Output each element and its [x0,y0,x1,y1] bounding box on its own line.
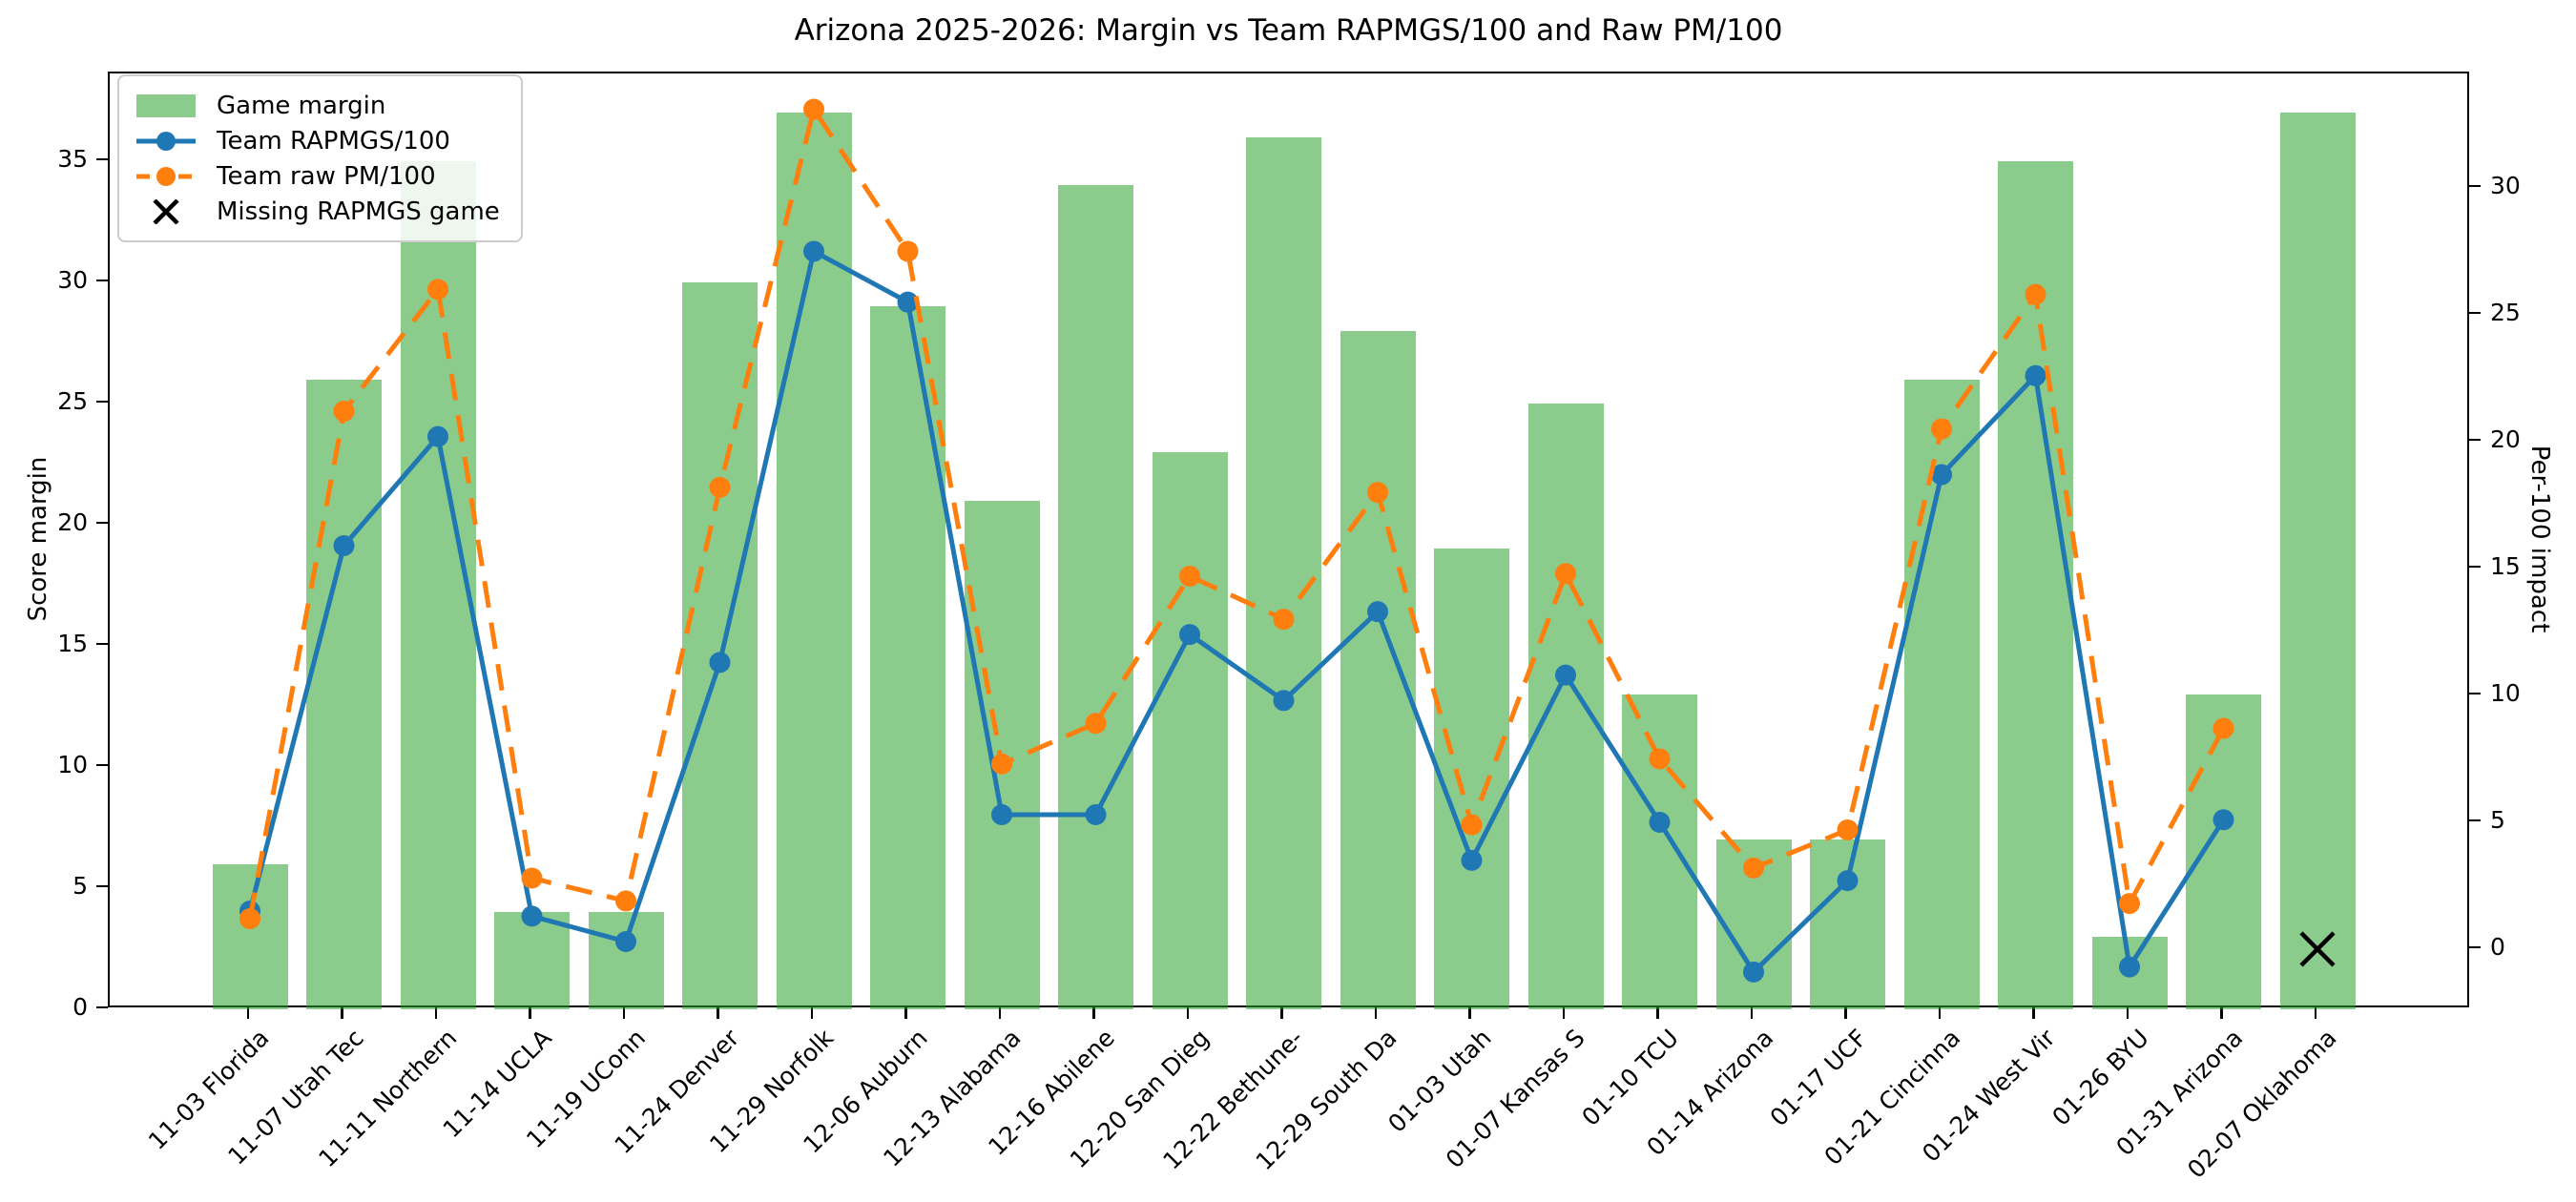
left-tick-label: 5 [73,871,88,900]
right-tick-label: 30 [2490,171,2521,199]
left-tick-label: 15 [57,629,88,657]
bar-12-13 Alabama [964,500,1040,1009]
x-tick-mark [622,1007,626,1019]
bar-01-21 Cincinna [1903,379,1980,1009]
legend-item-raw-pm: Team raw PM/100 [135,158,500,194]
left-tick-label: 20 [57,508,88,536]
x-tick-mark [341,1007,343,1019]
line-dot-swatch-icon [135,129,197,154]
x-tick-mark [1844,1007,1847,1019]
bar-01-26 BYU [2091,936,2168,1009]
right-tick-mark [2469,565,2481,569]
left-tick-label: 0 [73,993,88,1021]
bar-01-07 Kansas S [1527,403,1604,1009]
bar-01-03 Utah [1434,549,1509,1009]
right-tick-label: 10 [2490,678,2521,707]
right-tick-label: 5 [2490,805,2505,834]
x-tick-mark [2314,1007,2317,1019]
right-tick-label: 20 [2490,425,2521,453]
left-tick-mark [96,400,108,404]
left-tick-label: 10 [57,750,88,778]
right-tick-mark [2469,945,2481,949]
x-tick-mark [1562,1007,1566,1019]
bar-12-16 Abilene [1058,185,1133,1009]
bar-11-11 Northern [400,160,476,1009]
bar-01-31 Arizona [2186,694,2261,1009]
x-tick-mark [1468,1007,1471,1019]
right-tick-label: 0 [2490,932,2505,961]
bar-01-10 TCU [1622,694,1697,1009]
left-tick-mark [96,763,108,767]
legend-label: Team RAPMGS/100 [217,126,450,155]
left-tick-mark [96,1005,108,1009]
x-tick-mark [810,1007,814,1019]
legend-item-game-margin: Game margin [135,88,500,123]
bar-11-07 Utah Tec [306,379,382,1009]
left-tick-label: 30 [57,265,88,294]
bar-12-22 Bethune- [1246,136,1321,1009]
right-tick-mark [2469,311,2481,315]
x-tick-mark [434,1007,438,1019]
right-tick-mark [2469,819,2481,822]
x-tick-mark [1374,1007,1378,1019]
right-tick-label: 15 [2490,551,2521,580]
left-tick-label: 35 [57,144,88,173]
bar-12-29 South Da [1340,330,1416,1009]
left-tick-label: 25 [57,386,88,415]
legend-label: Team raw PM/100 [217,161,436,191]
left-tick-mark [96,642,108,646]
x-tick-mark [1280,1007,1283,1019]
bar-02-07 Oklahoma [2279,113,2356,1009]
left-tick-mark [96,521,108,525]
left-tick-mark [96,884,108,888]
legend-item-rapmgs: Team RAPMGS/100 [135,123,500,158]
x-tick-mark [1092,1007,1095,1019]
x-tick-mark [1750,1007,1754,1019]
right-tick-mark [2469,184,2481,188]
x-marker-icon [135,198,197,224]
bar-01-24 West Vir [1998,160,2073,1009]
left-axis-title: Score margin [24,456,52,622]
bar-12-06 Auburn [870,306,945,1009]
x-tick-mark [1186,1007,1190,1019]
right-tick-mark [2469,438,2481,442]
bar-11-19 UConn [588,912,664,1009]
x-tick-mark [717,1007,719,1019]
left-tick-mark [96,279,108,282]
right-tick-mark [2469,692,2481,695]
x-tick-mark [529,1007,531,1019]
x-tick-mark [904,1007,907,1019]
x-tick-mark [246,1007,250,1019]
x-tick-mark [2032,1007,2035,1019]
legend-label: Game margin [217,91,386,120]
legend: Game margin Team RAPMGS/100 Team raw PM/… [117,74,523,242]
legend-label: Missing RAPMGS game [217,197,500,226]
bar-swatch-icon [135,93,197,118]
right-tick-label: 25 [2490,298,2521,326]
left-tick-mark [96,157,108,161]
bar-12-20 San Dieg [1152,451,1228,1009]
bar-11-14 UCLA [494,912,570,1009]
bar-11-29 Norfolk [776,113,852,1009]
bar-11-03 Florida [212,863,288,1009]
bar-01-17 UCF [1810,839,1885,1009]
chart-title: Arizona 2025-2026: Margin vs Team RAPMGS… [794,13,1783,48]
bar-01-14 Arizona [1715,839,1792,1009]
x-tick-mark [1938,1007,1942,1019]
legend-item-missing-game: Missing RAPMGS game [135,194,500,229]
x-tick-mark [998,1007,1002,1019]
x-tick-mark [2126,1007,2129,1019]
x-tick-mark [1656,1007,1659,1019]
dashed-line-dot-swatch-icon [135,164,197,189]
x-tick-mark [2220,1007,2223,1019]
bar-11-24 Denver [682,281,758,1009]
right-axis-title: Per-100 impact [2525,445,2554,633]
